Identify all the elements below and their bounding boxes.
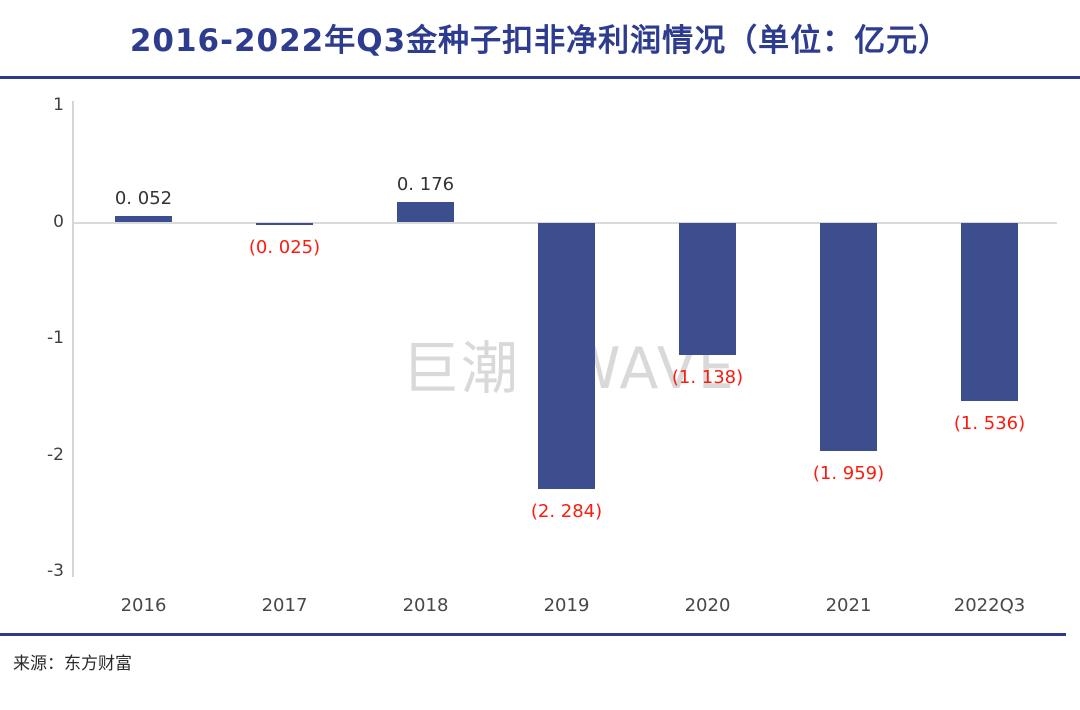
y-tick-label: -2: [47, 444, 64, 465]
x-tick-label: 2019: [543, 595, 590, 616]
bar: [256, 222, 313, 226]
bar-value-label: (2. 284): [530, 500, 603, 522]
bottom-divider: [0, 633, 1066, 636]
bar-value-label: (1. 959): [812, 462, 885, 484]
bar: [397, 201, 454, 223]
source-note: 来源：东方财富: [13, 654, 132, 674]
x-tick-label: 2020: [684, 595, 731, 616]
x-tick-label: 2021: [825, 595, 872, 616]
chart-title: 2016-2022年Q3金种子扣非净利润情况（单位：亿元）: [129, 23, 951, 59]
x-tick-label: 2022Q3: [953, 595, 1026, 616]
bar: [538, 222, 595, 489]
y-tick-label: -3: [47, 561, 64, 581]
title-divider: [0, 76, 1080, 79]
x-tick-label: 2017: [261, 595, 308, 616]
bar-value-label: (0. 025): [248, 237, 321, 259]
bar: [115, 216, 172, 223]
bar-value-label: (1. 138): [671, 367, 744, 389]
y-axis-line: [72, 101, 74, 577]
x-tick-label: 2016: [120, 595, 167, 616]
y-tick-label: 1: [53, 95, 64, 115]
bar-value-label: 0. 052: [114, 188, 173, 210]
y-tick-label: -1: [47, 328, 64, 348]
bar-value-label: 0. 176: [396, 173, 455, 195]
bar: [961, 222, 1018, 402]
bar-value-label: (1. 536): [953, 413, 1026, 435]
x-tick-label: 2018: [402, 595, 449, 616]
bar: [820, 222, 877, 451]
bar: [679, 222, 736, 356]
y-tick-label: 0: [53, 211, 64, 232]
